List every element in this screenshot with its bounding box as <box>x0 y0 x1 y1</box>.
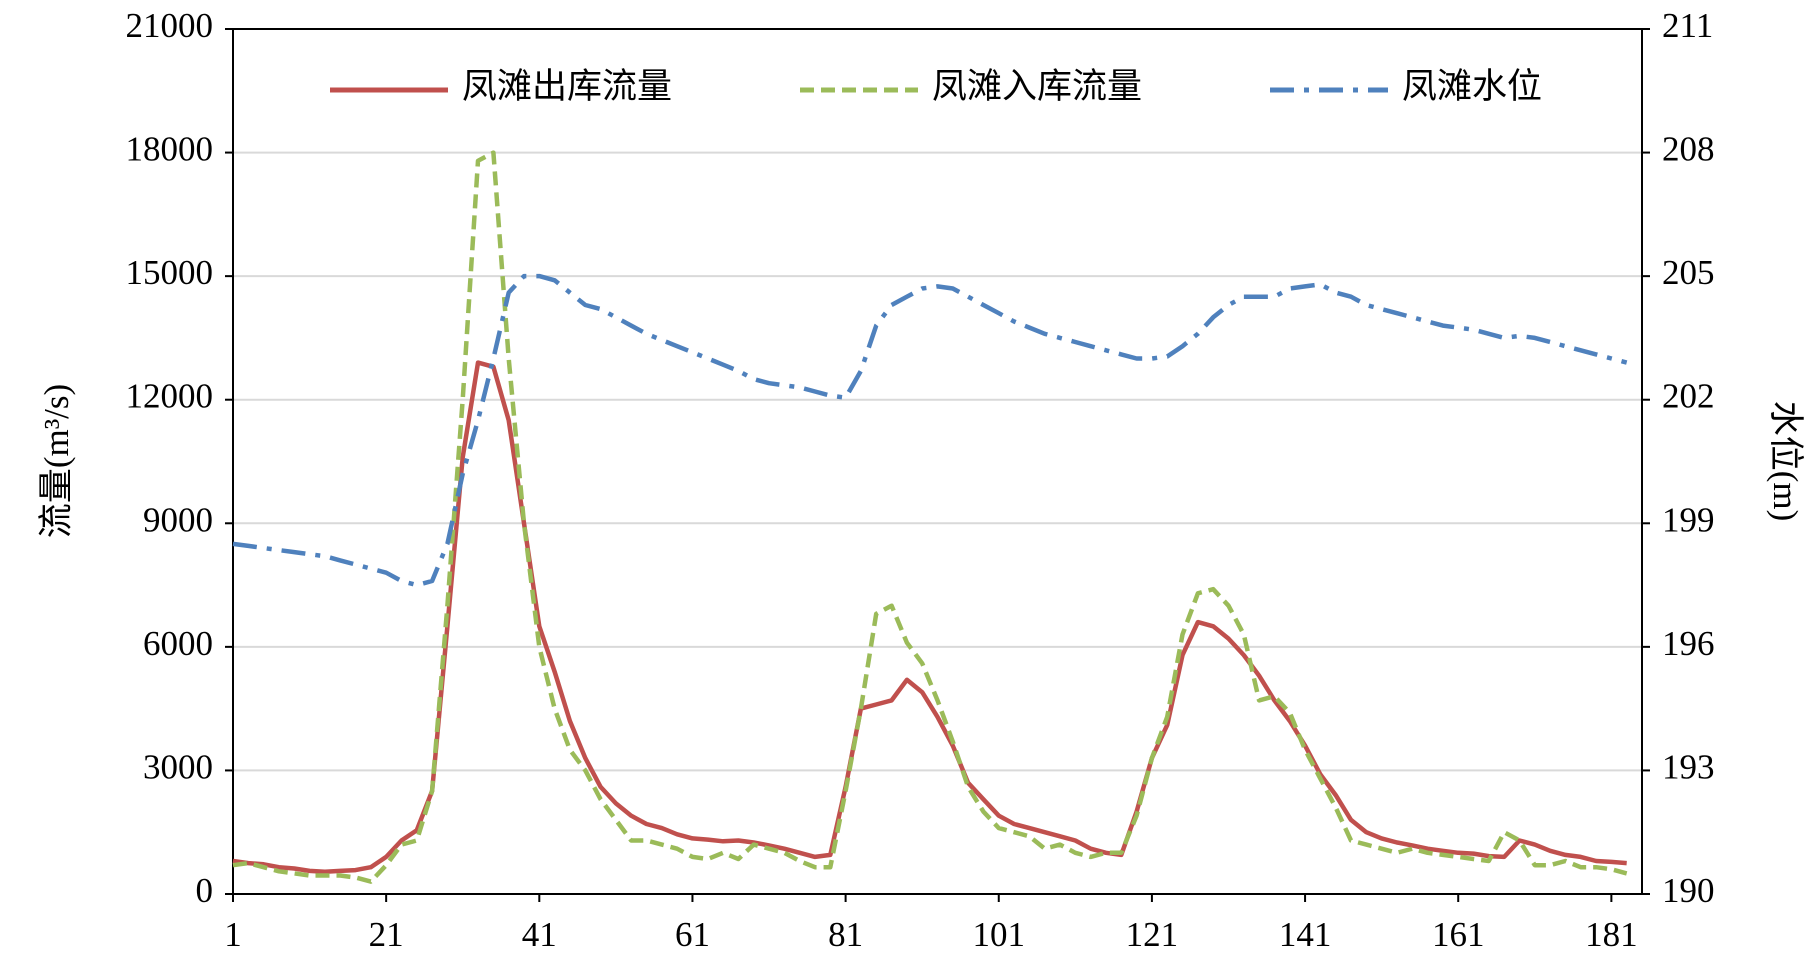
y-tick-label: 15000 <box>126 253 214 292</box>
x-tick-label: 161 <box>1432 915 1485 954</box>
x-tick-label: 61 <box>675 915 710 954</box>
y2-tick-label: 193 <box>1662 747 1715 786</box>
x-tick-label: 1 <box>224 915 242 954</box>
x-tick-label: 21 <box>369 915 404 954</box>
y-tick-label: 0 <box>196 871 214 910</box>
legend-label: 凤滩入库流量 <box>932 67 1142 106</box>
x-tick-label: 181 <box>1585 915 1638 954</box>
y-tick-label: 21000 <box>126 6 214 45</box>
legend-label: 凤滩出库流量 <box>462 67 672 106</box>
y2-tick-label: 211 <box>1662 6 1713 45</box>
x-tick-label: 101 <box>973 915 1026 954</box>
y2-axis-title: 水位(m) <box>1766 401 1805 522</box>
x-tick-label: 121 <box>1126 915 1179 954</box>
y-tick-label: 6000 <box>143 624 213 663</box>
series-line <box>232 273 1628 588</box>
y-tick-label: 18000 <box>126 130 214 169</box>
plot-frame <box>232 28 1643 895</box>
y-tick-label: 3000 <box>143 747 213 786</box>
y2-tick-label: 196 <box>1662 624 1715 663</box>
y2-tick-label: 190 <box>1662 871 1715 910</box>
y-tick-label: 9000 <box>143 500 213 539</box>
y2-tick-label: 199 <box>1662 500 1715 539</box>
series-line <box>232 360 1627 875</box>
series-line <box>232 150 1628 884</box>
x-tick-label: 141 <box>1279 915 1332 954</box>
y2-tick-label: 202 <box>1662 377 1715 416</box>
x-tick-label: 81 <box>828 915 863 954</box>
y-axis-title: 流量(m³/s) <box>37 384 76 538</box>
y-tick-label: 12000 <box>126 377 214 416</box>
y2-tick-label: 208 <box>1662 130 1715 169</box>
x-tick-label: 41 <box>522 915 557 954</box>
y2-tick-label: 205 <box>1662 253 1715 292</box>
legend-label: 凤滩水位 <box>1402 67 1542 106</box>
